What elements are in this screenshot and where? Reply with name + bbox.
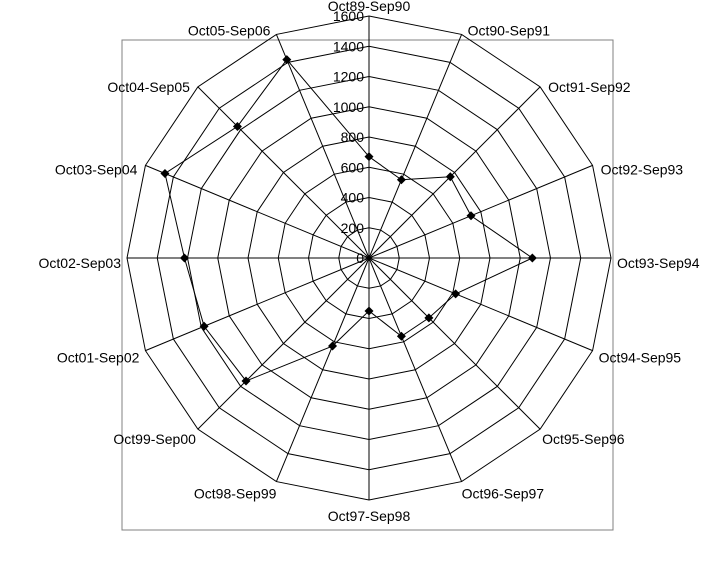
tick-label: 800 <box>341 129 365 145</box>
data-point <box>328 341 338 351</box>
data-point <box>160 168 170 178</box>
data-point <box>451 289 461 299</box>
tick-label: 1200 <box>333 69 364 85</box>
data-point <box>527 253 537 263</box>
category-label: Oct97-Sep98 <box>328 508 411 524</box>
category-label: Oct98-Sep99 <box>194 486 277 502</box>
spoke-9 <box>275 257 370 482</box>
tick-label: 400 <box>341 190 365 206</box>
spoke-6 <box>368 257 541 430</box>
category-label: Oct91-Sep92 <box>548 79 631 95</box>
category-label: Oct89-Sep90 <box>328 0 411 14</box>
category-labels: Oct89-Sep90 Oct90-Sep91 Oct91-Sep92 Oct92-S… <box>39 0 700 524</box>
radial-tick-labels: 0 200 400 600 800 1000 1200 1400 1600 <box>333 8 364 266</box>
category-label: Oct94-Sep95 <box>599 350 682 366</box>
tick-label: 600 <box>341 159 365 175</box>
spoke-10 <box>197 257 370 430</box>
data-series <box>160 55 537 386</box>
spoke-13 <box>145 164 370 259</box>
category-label: Oct02-Sep03 <box>39 255 122 271</box>
category-label: Oct01-Sep02 <box>57 350 140 366</box>
spoke-5 <box>368 257 593 352</box>
data-point <box>445 172 455 182</box>
spoke-3 <box>368 164 593 259</box>
data-point <box>241 376 251 386</box>
tick-label: 1600 <box>333 8 364 24</box>
category-label: Oct95-Sep96 <box>542 431 625 447</box>
radar-spokes <box>127 16 611 500</box>
tick-label: 200 <box>341 220 365 236</box>
category-label: Oct93-Sep94 <box>617 255 700 271</box>
tick-label: 0 <box>356 250 364 266</box>
spoke-1 <box>368 34 463 259</box>
spoke-15 <box>275 34 370 259</box>
spoke-11 <box>145 257 370 352</box>
category-label: Oct05-Sep06 <box>188 22 271 38</box>
data-point <box>179 253 189 263</box>
category-label: Oct90-Sep91 <box>468 22 551 38</box>
data-point <box>396 175 406 185</box>
data-point <box>424 313 434 323</box>
category-label: Oct03-Sep04 <box>55 161 138 177</box>
data-point <box>364 306 374 316</box>
tick-label: 1400 <box>333 38 364 54</box>
data-point <box>232 121 242 131</box>
data-point <box>466 211 476 221</box>
spoke-2 <box>368 86 541 259</box>
plot-area-frame <box>121 39 614 531</box>
category-label: Oct04-Sep05 <box>107 79 190 95</box>
category-label: Oct96-Sep97 <box>462 486 545 502</box>
spoke-14 <box>197 86 370 259</box>
data-point <box>396 331 406 341</box>
category-label: Oct92-Sep93 <box>601 161 684 177</box>
data-point <box>282 55 292 65</box>
data-point <box>199 321 209 331</box>
category-label: Oct99-Sep00 <box>113 431 196 447</box>
spoke-7 <box>368 257 463 482</box>
tick-label: 1000 <box>333 99 364 115</box>
data-point <box>364 152 374 162</box>
